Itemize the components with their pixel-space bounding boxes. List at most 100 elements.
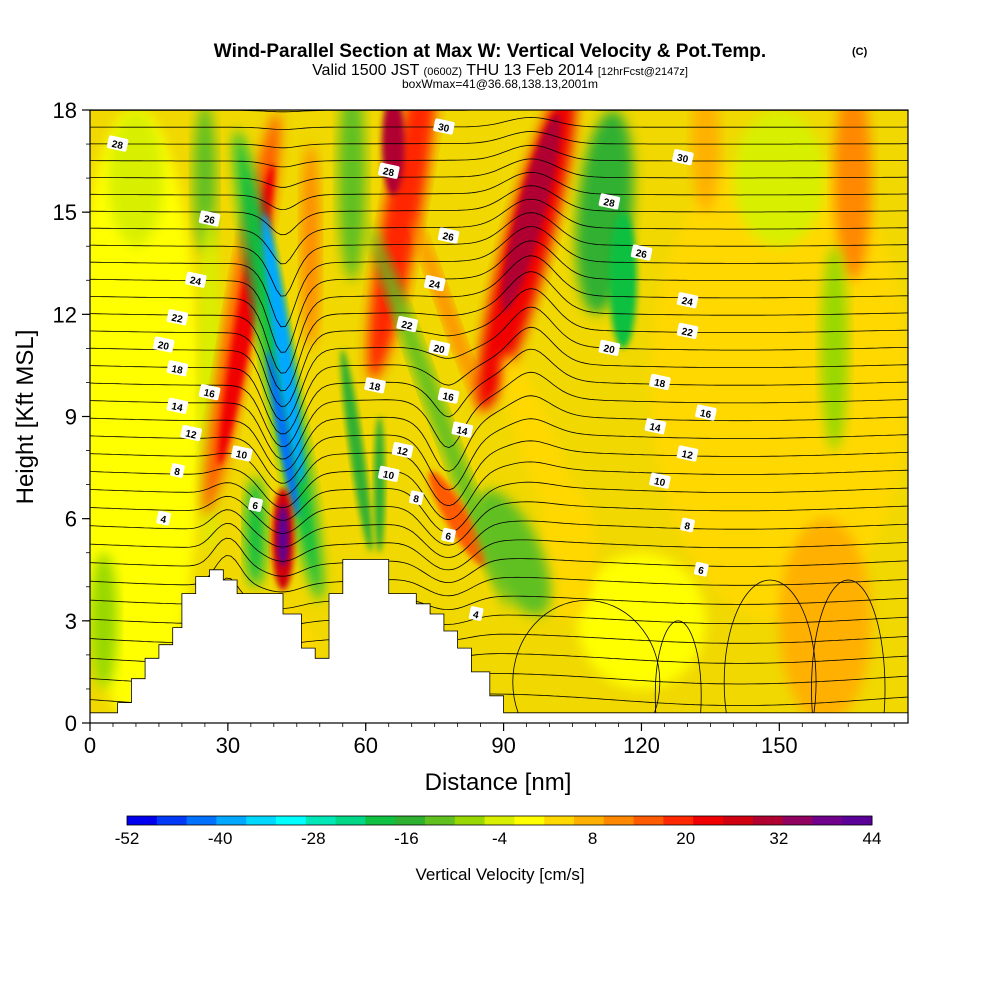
- valid-date: THU 13 Feb 2014: [466, 62, 593, 79]
- theta-contour: [90, 288, 908, 407]
- theta-contour: [512, 600, 661, 723]
- vv-region: [834, 110, 872, 281]
- x-tick-label: 90: [491, 733, 515, 758]
- colorbar-swatch: [574, 816, 605, 825]
- y-tick-label: 6: [65, 507, 77, 532]
- vv-region: [501, 354, 580, 547]
- contour-label-text: 22: [400, 319, 414, 332]
- colorbar-swatch: [693, 816, 724, 825]
- colorbar-tick-label: 8: [588, 829, 597, 848]
- theta-contour: [90, 395, 908, 472]
- colorbar-swatch: [395, 816, 426, 825]
- contour-label: 6: [693, 561, 709, 577]
- contour-label: 28: [378, 162, 400, 179]
- colorbar-swatch: [425, 816, 456, 825]
- y-axis: 0 3 6 9 12 15 18: [53, 98, 90, 736]
- contour-label-text: 24: [428, 279, 442, 292]
- colorbar-label: Vertical Velocity [cm/s]: [415, 865, 584, 884]
- contour-label: 24: [424, 275, 446, 292]
- theta-contour: [90, 116, 908, 130]
- theta-contour: [90, 131, 908, 149]
- contour-label-text: 26: [203, 214, 217, 227]
- x-tick-label: 0: [84, 733, 96, 758]
- theta-contour: [90, 171, 908, 211]
- contour-label: 12: [391, 442, 414, 459]
- contour-label: 10: [230, 445, 253, 462]
- colorbar-tick-label: 44: [863, 829, 882, 848]
- colorbar-swatch: [544, 816, 575, 825]
- colorbar-swatch: [305, 816, 337, 825]
- contour-label: 24: [676, 292, 699, 309]
- contour-label-text: 12: [184, 428, 198, 441]
- plot-area: 2826242220181614121086430282624222018161…: [90, 93, 908, 723]
- x-tick-label: 60: [353, 733, 377, 758]
- contour-label: 4: [156, 510, 171, 526]
- contour-label-text: 24: [681, 296, 695, 309]
- contour-label: 16: [198, 384, 221, 401]
- theta-contour: [811, 579, 886, 723]
- contour-label-text: 18: [368, 381, 382, 394]
- contour-label-text: 28: [602, 197, 616, 210]
- contour-label-text: 22: [681, 326, 695, 339]
- theta-contour: [90, 537, 908, 584]
- contour-label: 28: [598, 193, 621, 210]
- contour-label-text: 16: [699, 408, 713, 421]
- chart-title: Wind-Parallel Section at Max W: Vertical…: [214, 41, 766, 62]
- theta-contour: [90, 481, 908, 534]
- contour-label: 14: [451, 421, 474, 438]
- theta-contour: [90, 509, 908, 559]
- colorbar-swatch: [246, 816, 277, 825]
- contour-label-text: 28: [111, 139, 125, 152]
- theta-contour: [90, 212, 908, 297]
- contour-label: 6: [441, 527, 456, 543]
- contour-label: 14: [644, 418, 667, 435]
- colorbar-swatch: [812, 816, 843, 825]
- potential-temperature-contours: [90, 93, 908, 723]
- contour-label: 16: [437, 387, 460, 404]
- contour-label: 12: [676, 445, 699, 462]
- theta-contour: [90, 93, 908, 94]
- colorbar-swatch: [782, 816, 813, 825]
- colorbar-swatch: [216, 816, 247, 825]
- contour-label-text: 6: [697, 565, 705, 577]
- colorbar-swatch: [484, 816, 515, 825]
- colorbar-swatch: [186, 816, 217, 825]
- x-tick-label: 30: [216, 733, 240, 758]
- contour-label-text: 12: [681, 449, 695, 462]
- colorbar-tick-label: -16: [394, 829, 419, 848]
- vv-region: [474, 489, 551, 616]
- y-tick-label: 15: [53, 200, 77, 225]
- contour-label: 8: [409, 490, 424, 506]
- contour-label-text: 26: [635, 248, 649, 261]
- colorbar-swatch: [127, 816, 158, 825]
- y-tick-label: 18: [53, 98, 77, 123]
- contour-label-text: 4: [159, 514, 167, 526]
- contour-label: 26: [437, 227, 460, 244]
- x-axis: 0 30 60 90 120 150: [84, 723, 895, 758]
- contour-label-text: 26: [442, 231, 456, 244]
- valid-time-local: Valid 1500 JST: [312, 62, 420, 79]
- valid-time: Valid 1500 JST (0600Z) THU 13 Feb 2014 […: [312, 62, 688, 79]
- contour-label: 4: [468, 606, 484, 622]
- colorbar-swatch: [663, 816, 694, 825]
- theta-contour: [90, 158, 908, 188]
- theta-contour: [90, 577, 908, 611]
- terrain: [90, 559, 908, 723]
- contour-label: 20: [598, 339, 621, 356]
- colorbar-swatch: [633, 816, 664, 825]
- vv-region: [374, 416, 386, 553]
- vv-region: [277, 505, 289, 567]
- contour-label: 18: [364, 377, 386, 394]
- vv-region: [609, 212, 637, 349]
- contour-label: 22: [166, 309, 189, 326]
- contour-label-text: 4: [472, 610, 480, 622]
- colorbar-tick-label: -40: [208, 829, 233, 848]
- copyright-mark: (C): [852, 46, 868, 58]
- contour-label: 26: [630, 244, 653, 261]
- colorbar-swatch: [842, 816, 873, 825]
- contour-label-text: 14: [455, 425, 469, 438]
- contour-label: 18: [649, 373, 671, 391]
- theta-contour: [654, 620, 702, 723]
- contour-label-text: 10: [382, 469, 396, 482]
